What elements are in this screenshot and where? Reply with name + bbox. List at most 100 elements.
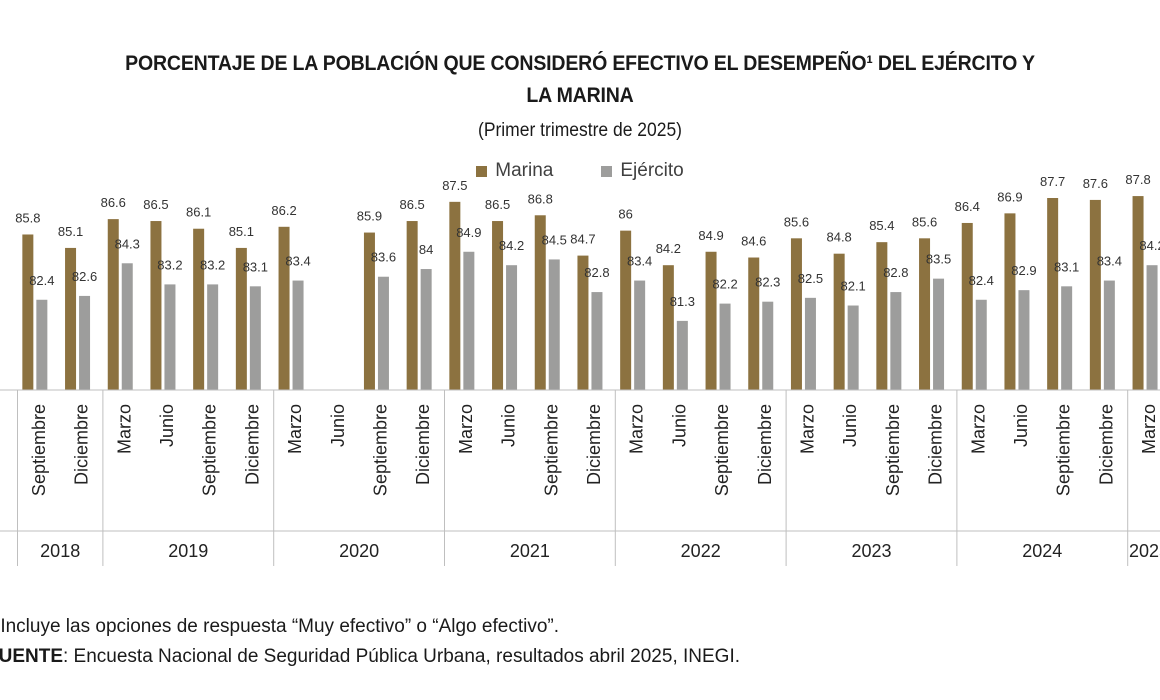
bar-ejercito xyxy=(1018,290,1030,390)
bar-ejercito xyxy=(975,299,987,390)
bar-marina xyxy=(748,257,760,390)
data-label-ejercito: 83.1 xyxy=(1054,259,1079,274)
data-label-ejercito: 84.5 xyxy=(542,232,567,247)
data-label-marina: 87.8 xyxy=(1125,172,1150,187)
bar-ejercito xyxy=(591,292,603,390)
bar-marina xyxy=(449,201,461,390)
chart-legend: Marina Ejército xyxy=(0,160,1160,182)
data-label-marina: 87.5 xyxy=(442,178,467,193)
x-tick-label: Diciembre xyxy=(72,404,92,485)
data-label-marina: 86.4 xyxy=(955,199,980,214)
data-label-marina: 86.5 xyxy=(143,197,168,212)
data-label-ejercito: 82.3 xyxy=(755,275,780,290)
legend-item-marina: Marina xyxy=(476,160,553,182)
bar-marina xyxy=(235,247,247,390)
x-tick-label: Marzo xyxy=(285,404,305,454)
bar-marina xyxy=(1004,213,1016,390)
x-tick-label: Marzo xyxy=(968,404,988,454)
bar-chart: 85.8 82.4 85.1 82.6 86.6 84.3 86.5 83.2 86.1 83.2… xyxy=(0,172,1160,566)
bar-ejercito xyxy=(1061,286,1073,390)
x-tick-label: Junio xyxy=(840,404,860,447)
x-tick-label: Junio xyxy=(157,404,177,447)
bar-marina xyxy=(65,247,77,390)
x-tick-label: Marzo xyxy=(797,404,817,454)
bar-marina xyxy=(534,215,546,390)
data-label-ejercito: 83.1 xyxy=(243,259,268,274)
data-label-ejercito: 83.5 xyxy=(926,252,951,267)
chart-notes: ¹Incluye las opciones de respuesta “Muy … xyxy=(0,612,740,672)
x-tick-label: Septiembre xyxy=(29,404,49,496)
data-label-marina: 84.9 xyxy=(698,228,723,243)
data-label-marina: 84.2 xyxy=(656,241,681,256)
x-tick-label: Septiembre xyxy=(1054,404,1074,496)
legend-swatch-ejercito xyxy=(601,165,613,177)
bar-marina xyxy=(961,222,973,390)
data-label-marina: 84.8 xyxy=(826,230,851,245)
year-label: 2018 xyxy=(40,541,80,561)
year-label: 2020 xyxy=(339,541,379,561)
data-label-ejercito: 82.8 xyxy=(584,265,609,280)
x-tick-label: Marzo xyxy=(114,404,134,454)
chart-title-line2: LA MARINA xyxy=(526,84,634,107)
data-label-ejercito: 84.2 xyxy=(499,238,524,253)
bar-ejercito xyxy=(548,259,560,390)
year-label: 2023 xyxy=(851,541,891,561)
x-tick-label: Junio xyxy=(1011,404,1031,447)
data-label-ejercito: 83.4 xyxy=(627,254,652,269)
bar-ejercito xyxy=(804,297,816,390)
bar-ejercito xyxy=(1146,265,1158,390)
bar-ejercito xyxy=(847,305,859,390)
data-label-marina: 86.6 xyxy=(101,195,126,210)
chart-subtitle: (Primer trimestre de 2025) xyxy=(477,120,682,141)
x-tick-label: Septiembre xyxy=(370,404,390,496)
source-text: : Encuesta Nacional de Seguridad Pública… xyxy=(63,646,741,667)
data-label-marina: 86.2 xyxy=(271,203,296,218)
bar-marina xyxy=(193,228,205,390)
x-tick-label: Junio xyxy=(499,404,519,447)
bar-ejercito xyxy=(933,278,945,390)
data-label-ejercito: 83.6 xyxy=(371,250,396,265)
data-label-ejercito: 83.4 xyxy=(1097,254,1122,269)
bar-ejercito xyxy=(377,276,389,390)
year-label: 2022 xyxy=(681,541,721,561)
x-tick-label: Diciembre xyxy=(242,404,262,485)
bar-marina xyxy=(363,232,375,390)
data-label-marina: 86.1 xyxy=(186,205,211,220)
data-label-marina: 85.1 xyxy=(229,224,254,239)
bar-ejercito xyxy=(463,251,475,390)
bar-ejercito xyxy=(249,286,261,390)
data-label-marina: 85.6 xyxy=(912,214,937,229)
legend-label-marina: Marina xyxy=(495,160,554,181)
x-tick-label: Diciembre xyxy=(755,404,775,485)
x-tick-label: Septiembre xyxy=(883,404,903,496)
bar-ejercito xyxy=(79,295,91,390)
source-label: FUENTE xyxy=(0,646,63,667)
data-label-ejercito: 81.3 xyxy=(670,294,695,309)
bar-marina xyxy=(876,242,888,390)
chart-title: PORCENTAJE DE LA POBLACIÓN QUE CONSIDERÓ… xyxy=(41,48,1120,112)
data-label-ejercito: 82.2 xyxy=(712,277,737,292)
bar-marina xyxy=(833,253,845,390)
bar-ejercito xyxy=(36,299,48,390)
data-label-marina: 85.6 xyxy=(784,214,809,229)
bar-marina xyxy=(620,230,632,390)
x-tick-label: Marzo xyxy=(1139,404,1159,454)
bar-ejercito xyxy=(676,320,688,390)
bar-ejercito xyxy=(762,301,774,390)
bar-marina xyxy=(107,219,119,390)
x-tick-label: Junio xyxy=(669,404,689,447)
x-tick-label: Diciembre xyxy=(1096,404,1116,485)
bar-ejercito xyxy=(634,280,646,390)
legend-item-ejercito: Ejército xyxy=(601,160,684,182)
year-label: 2019 xyxy=(168,541,208,561)
bar-marina xyxy=(662,265,674,390)
bar-marina xyxy=(577,255,589,390)
data-label-marina: 86.5 xyxy=(485,197,510,212)
data-label-ejercito: 83.2 xyxy=(157,257,182,272)
bar-marina xyxy=(790,238,802,390)
bar-ejercito xyxy=(719,303,731,390)
bar-marina xyxy=(1047,198,1059,390)
x-tick-label: Septiembre xyxy=(200,404,220,496)
data-label-ejercito: 82.4 xyxy=(969,273,994,288)
data-label-marina: 85.1 xyxy=(58,224,83,239)
